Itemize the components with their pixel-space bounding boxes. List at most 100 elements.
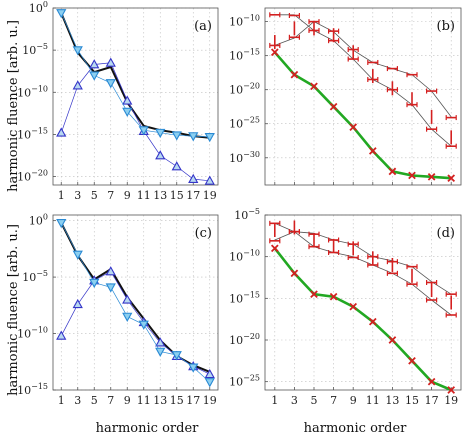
data-point-marker [56,330,67,340]
x-tick-label: 19 [203,394,217,407]
data-point-marker [188,132,199,142]
x-tick-label: 1 [271,394,278,407]
x-tick-label: 1 [58,189,65,202]
data-point-marker [171,161,182,171]
x-marker [290,70,299,79]
x-marker [388,336,397,344]
y-tick-label: 10−25 [229,374,260,389]
data-point-marker [105,266,116,276]
data-point-marker [171,131,182,141]
series-line [273,247,452,392]
x-marker [408,171,416,180]
x-tick-label: 3 [74,394,81,407]
data-point-marker [89,278,100,289]
y-tick-label: 10−5 [22,42,48,57]
x-marker [388,167,397,176]
series-line [60,222,211,383]
x-marker [427,172,436,181]
data-point-marker [56,218,67,229]
series-line [60,222,211,373]
y-tick-label: 100 [29,213,48,228]
y-tick-label: 10−20 [229,82,260,97]
y-axis-label-top: harmonic fluence [arb. u.] [6,20,21,192]
x-tick-label: 9 [124,394,131,407]
x-tick-label: 15 [170,394,184,407]
x-marker [290,269,299,278]
x-marker [329,102,338,111]
y-tick-label: 10−15 [17,126,48,141]
x-tick-label: 3 [291,394,298,407]
series-line [60,62,210,182]
x-marker [408,356,416,365]
y-tick-label: 10−10 [229,249,260,264]
y-tick-label: 10−10 [17,326,48,341]
data-point-marker [155,150,166,160]
x-marker [368,317,377,326]
series-line [274,222,452,295]
series-line [60,271,210,375]
x-tick-label: 5 [311,394,318,407]
data-point-marker [188,173,199,184]
y-tick-label: 10−20 [17,169,48,184]
data-point-marker [89,71,100,81]
x-tick-label: 19 [444,394,458,407]
panel-label: (d) [437,226,455,241]
series-line [60,12,210,138]
x-tick-label: 9 [350,394,357,407]
x-marker [270,48,279,57]
panel-d: 1 3 5 7 9 11 13 15 17 1910−510−1010−1510−2010−25(… [229,207,462,407]
x-tick-label: 11 [137,394,151,407]
y-tick-label: 10−10 [17,84,48,99]
x-tick-label: 5 [91,394,98,407]
data-point-marker [105,79,116,89]
data-point-marker [122,95,133,105]
data-point-marker [138,126,149,136]
x-axis-label-left: harmonic order [96,421,199,436]
data-point-marker [105,283,116,293]
data-point-marker [56,9,67,19]
x-marker [329,292,338,301]
x-marker [368,147,377,155]
x-marker [270,244,279,253]
x-tick-label: 17 [425,394,439,407]
y-tick-label: 10−20 [229,332,260,347]
y-tick-label: 10−15 [17,382,48,397]
data-point-marker [188,363,199,373]
x-tick-label: 17 [186,189,200,202]
x-tick-label: 5 [91,189,98,202]
data-point-marker [72,80,83,90]
data-point-marker [155,347,166,357]
y-tick-label: 10−5 [22,269,48,284]
x-tick-label: 19 [203,189,217,202]
x-axis-label-right: harmonic order [304,421,407,436]
x-tick-label: 7 [330,394,337,407]
x-tick-label: 13 [153,394,167,407]
series-line [60,12,210,139]
data-point-marker [204,368,215,379]
data-point-marker [72,46,83,56]
data-point-marker [155,337,166,347]
x-marker [427,377,436,386]
plot-frame [264,214,462,391]
data-point-marker [72,250,83,260]
data-point-marker [89,59,100,69]
data-point-marker [155,128,166,139]
x-marker [349,302,358,311]
y-tick-label: 100 [29,0,48,15]
series-line [274,21,452,118]
data-point-marker [204,133,215,143]
data-point-marker [204,378,215,388]
y-tick-label: 10−30 [229,150,260,165]
x-marker [447,174,456,183]
x-tick-label: 15 [405,394,419,407]
data-point-marker [122,107,133,118]
series-line [274,14,452,147]
data-point-marker [204,175,215,185]
y-tick-label: 10−10 [229,14,260,29]
y-tick-label: 10−5 [234,207,260,222]
x-tick-label: 7 [107,189,114,202]
x-tick-label: 13 [153,189,167,202]
plot-frame [52,7,219,186]
